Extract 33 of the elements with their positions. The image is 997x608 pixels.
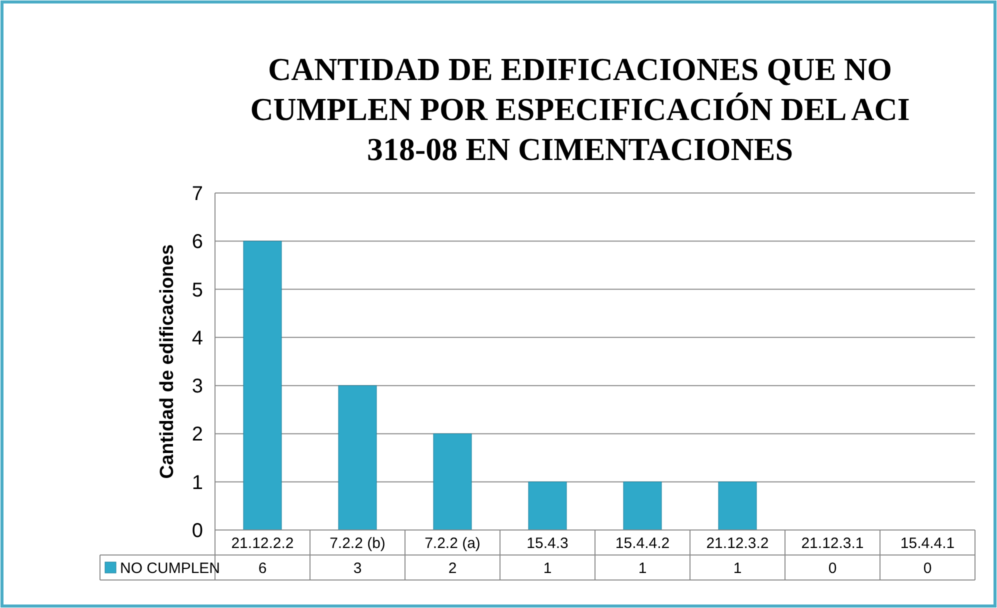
y-tick-label: 4 [192,327,203,350]
bar [623,482,662,530]
y-tick-label: 7 [192,183,203,205]
x-tick-label: 21.12.2.2 [231,534,294,552]
x-tick-label: 7.2.2 (b) [330,534,386,552]
y-tick-label: 5 [192,279,203,302]
bar [433,433,472,530]
y-tick-label: 1 [192,472,203,494]
bar [528,482,567,530]
data-label: 1 [733,560,742,577]
x-tick-label: 15.4.3 [526,534,568,552]
y-tick-label: 0 [192,520,203,542]
data-label: 6 [258,560,267,577]
data-label: 1 [543,560,552,577]
y-tick-label: 3 [192,376,203,398]
legend-label: NO CUMPLEN [120,560,220,577]
x-tick-label: 15.4.4.2 [615,534,670,552]
y-tick-label: 6 [192,231,203,254]
data-label: 0 [923,560,932,577]
y-axis-title: Cantidad de edificaciones [157,244,178,479]
x-tick-label: 15.4.4.1 [900,534,955,552]
y-tick-label: 2 [192,424,203,446]
bar [718,482,757,530]
bar [338,385,377,530]
chart-title: CANTIDAD DE EDIFICACIONES QUE NO CUMPLEN POR ESPECIFICACIÓN DEL ACI 318-08 EN CIMENTACIONES [250,51,910,167]
data-label: 1 [638,560,647,577]
x-tick-label: 21.12.3.1 [801,534,864,552]
data-label: 3 [353,560,362,577]
x-tick-label: 21.12.3.2 [706,534,769,552]
data-label: 2 [448,560,457,577]
data-label: 0 [828,560,837,577]
bar [243,240,282,530]
x-tick-label: 7.2.2 (a) [424,534,480,552]
